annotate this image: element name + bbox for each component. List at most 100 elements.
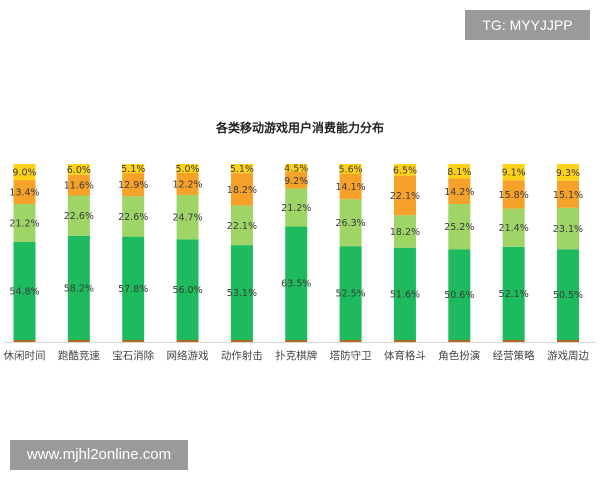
data-label: 18.2% — [390, 227, 420, 238]
bar-segment — [122, 173, 145, 197]
data-label: 58.2% — [64, 283, 94, 294]
bar-stack: 63.5% 21.2% 9.2%4.5% — [281, 164, 311, 342]
bar-stack: 50.6% 25.2% 14.2% 8.1% — [444, 164, 474, 342]
x-tick-label: 动作射击 — [221, 349, 263, 362]
data-label: 21.2% — [9, 219, 39, 230]
bar-base-segment — [285, 340, 308, 342]
bar-segment — [448, 249, 471, 340]
data-label: 54.8% — [9, 286, 39, 297]
data-label: 9.1% — [502, 168, 526, 179]
bar-segment — [502, 164, 525, 181]
bar-base-segment — [502, 340, 525, 342]
data-label: 22.1% — [227, 221, 257, 232]
data-label: 14.2% — [444, 187, 474, 198]
data-label: 8.1% — [447, 167, 471, 178]
data-label: 9.0% — [12, 168, 36, 179]
bar-stack: 50.5% 23.1% 15.1% 9.3% — [553, 164, 583, 342]
data-label: 50.6% — [444, 290, 474, 301]
bar-base-segment — [339, 340, 362, 342]
data-label: 56.0% — [172, 285, 202, 296]
bar-segment — [285, 226, 308, 340]
data-label: 51.6% — [390, 289, 420, 300]
bar-segment — [339, 199, 362, 247]
data-label: 6.0% — [67, 165, 91, 176]
bar-stack: 58.2% 22.6% 11.6% 6.0% — [64, 164, 94, 342]
bar-segment — [502, 208, 525, 247]
bar-stack: 57.8% 22.6% 12.9% 5.1% — [118, 164, 148, 342]
bar-segment — [393, 164, 416, 176]
x-tick-label: 塔防守卫 — [330, 349, 372, 362]
bar-segment — [285, 164, 308, 173]
bar-segment — [67, 195, 90, 236]
bar-segment — [67, 164, 90, 175]
data-label: 22.6% — [118, 212, 148, 223]
bar-base-segment — [230, 340, 253, 342]
bar-base-segment — [393, 340, 416, 342]
data-label: 22.6% — [64, 211, 94, 222]
watermark-url: www.mjhl2online.com — [10, 440, 188, 470]
bar-segment — [502, 246, 525, 340]
bar-segment — [448, 204, 471, 250]
bar-segment — [122, 236, 145, 340]
data-label: 15.1% — [553, 190, 583, 201]
bar-segment — [13, 241, 36, 340]
bar-segment — [339, 174, 362, 200]
x-tick-label: 体育格斗 — [384, 349, 426, 362]
x-tick-label: 游戏周边 — [547, 349, 589, 362]
data-label: 52.1% — [499, 289, 529, 300]
x-tick-label: 经营策略 — [493, 349, 535, 362]
bar-segment — [122, 196, 145, 237]
data-label: 18.2% — [227, 185, 257, 196]
bar-segment — [67, 174, 90, 196]
data-label: 26.3% — [336, 218, 366, 229]
bar-base-segment — [122, 340, 145, 342]
data-label: 15.8% — [499, 190, 529, 201]
bar-segment — [176, 164, 199, 173]
bar-stack: 53.1% 22.1% 18.2% 5.1% — [227, 164, 257, 342]
data-label: 5.1% — [121, 164, 145, 175]
x-tick-label: 休闲时间 — [4, 349, 46, 362]
bar-segment — [176, 194, 199, 240]
data-label: 63.5% — [281, 279, 311, 290]
bar-base-segment — [67, 340, 90, 342]
bar-segment — [557, 207, 579, 250]
bar-segment — [285, 188, 308, 227]
bar-base-segment — [448, 340, 471, 342]
data-label: 23.1% — [553, 224, 583, 235]
bar-base-segment — [176, 340, 199, 342]
data-label: 21.2% — [281, 203, 311, 214]
x-tick-label: 网络游戏 — [167, 349, 209, 362]
bar-base-segment — [13, 340, 36, 342]
data-label: 9.3% — [556, 168, 580, 179]
bar-segment — [122, 164, 145, 174]
bar-segment — [176, 239, 199, 340]
x-tick-label: 扑克棋牌 — [275, 349, 317, 362]
data-label: 57.8% — [118, 284, 148, 295]
data-label: 4.5% — [284, 164, 308, 175]
data-label: 50.5% — [553, 290, 583, 301]
watermark-tg: TG: MYYJJPP — [465, 10, 590, 40]
bar-segment — [13, 180, 36, 205]
data-label: 52.5% — [336, 289, 366, 300]
data-label: 24.7% — [172, 213, 202, 224]
bar-segment — [67, 235, 90, 340]
bar-segment — [448, 178, 471, 205]
data-label: 11.6% — [64, 181, 94, 192]
bar-segment — [230, 205, 253, 246]
data-label: 5.1% — [230, 164, 254, 175]
bar-segment — [393, 247, 416, 340]
x-tick-label: 角色扮演 — [438, 349, 480, 362]
bar-segment — [557, 249, 579, 340]
chart-title: 各类移动游戏用户消费能力分布 — [215, 120, 384, 135]
bar-segment — [285, 172, 308, 189]
data-label: 12.9% — [118, 180, 148, 191]
bar-segment — [393, 175, 416, 216]
bar-segment — [13, 204, 36, 242]
bar-segment — [230, 173, 253, 206]
bar-segment — [13, 164, 36, 181]
bar-stack: 54.8% 21.2% 13.4% 9.0% — [9, 164, 40, 342]
bar-segment — [339, 164, 362, 175]
bar-segment — [502, 180, 525, 209]
bar-stack: 56.0% 24.7% 12.2% 5.0% — [172, 164, 203, 342]
